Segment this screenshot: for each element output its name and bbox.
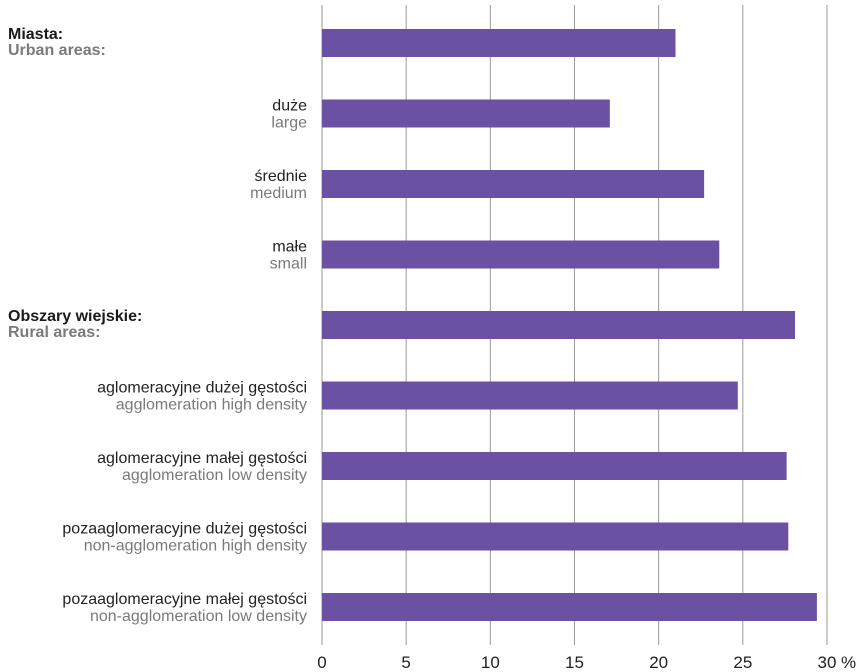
category-label-en-2: medium <box>250 185 307 202</box>
x-tick-label-20: 20 <box>649 653 668 672</box>
x-axis-ticks: 0 5 10 15 20 25 30% <box>317 653 856 672</box>
category-label-en-3: small <box>270 256 307 273</box>
bar-6 <box>322 452 787 480</box>
category-label-en-5: agglomeration high density <box>116 397 307 414</box>
bar-8 <box>322 593 817 621</box>
x-tick-label-25: 25 <box>733 653 752 672</box>
x-tick-label-0: 0 <box>317 653 326 672</box>
x-tick-label-5: 5 <box>401 653 410 672</box>
bar-0 <box>322 29 676 57</box>
category-label-pl-7: pozaaglomeracyjne dużej gęstości <box>62 521 307 538</box>
bar-2 <box>322 170 705 198</box>
category-label-en-6: agglomeration low density <box>122 467 307 484</box>
category-label-pl-6: aglomeracyjne małej gęstości <box>97 450 307 467</box>
group-label-en-4: Rural areas: <box>8 324 101 341</box>
x-axis-unit: % <box>841 653 856 672</box>
bar-3 <box>322 240 720 269</box>
category-label-pl-1: duże <box>272 98 307 115</box>
x-tick-label-15: 15 <box>565 653 584 672</box>
bar-5 <box>322 381 738 410</box>
category-label-pl-5: aglomeracyjne dużej gęstości <box>97 380 307 397</box>
category-label-pl-8: pozaaglomeracyjne małej gęstości <box>62 591 307 608</box>
category-label-en-7: non-agglomeration high density <box>84 538 307 555</box>
bar-7 <box>322 522 789 551</box>
bar-1 <box>322 99 610 128</box>
category-label-en-1: large <box>271 115 307 132</box>
group-label-pl-4: Obszary wiejskie: <box>8 308 142 325</box>
group-label-pl-0: Miasta: <box>8 26 63 43</box>
bars <box>322 29 817 621</box>
x-tick-label-10: 10 <box>481 653 500 672</box>
category-label-pl-2: średnie <box>255 168 308 185</box>
group-label-en-0: Urban areas: <box>8 42 106 59</box>
bar-4 <box>322 311 796 339</box>
x-tick-label-30: 30 <box>818 653 837 672</box>
category-label-en-8: non-agglomeration low density <box>90 608 307 625</box>
category-label-pl-3: małe <box>272 239 307 256</box>
